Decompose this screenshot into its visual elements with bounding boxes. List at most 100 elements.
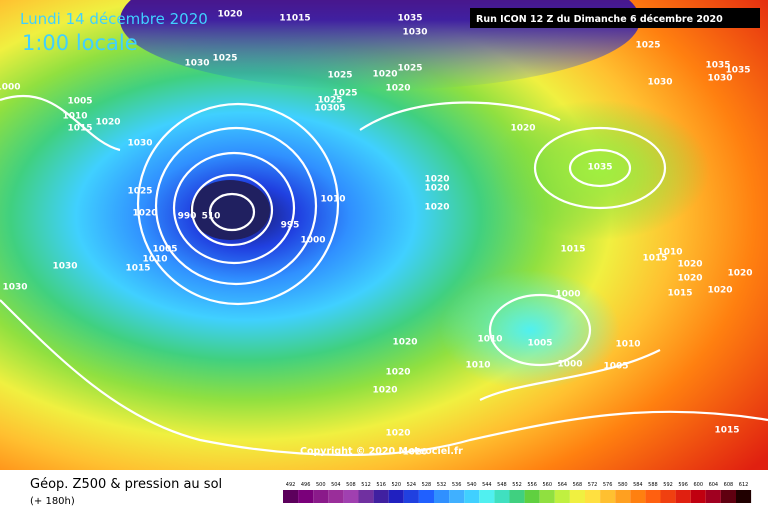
scale-swatch xyxy=(509,490,525,503)
scale-label: 576 xyxy=(603,482,613,488)
scale-label: 600 xyxy=(693,482,703,488)
isobar-label: 1020 xyxy=(132,209,157,219)
isobar-label: 1010 xyxy=(657,248,682,258)
lead-time: (+ 180h) xyxy=(30,496,75,507)
isobar-label: 990 xyxy=(178,212,197,222)
isobar-label: 1035 xyxy=(587,163,612,173)
isobar-label: 1015 xyxy=(667,289,692,299)
scale-swatch xyxy=(479,490,495,503)
isobar-label: 1020 xyxy=(217,10,242,20)
scale-label: 564 xyxy=(558,482,568,488)
scale-swatch xyxy=(328,490,344,503)
scale-label: 612 xyxy=(739,482,749,488)
scale-label: 556 xyxy=(527,482,537,488)
run-label: Run ICON 12 Z du Dimanche 6 décembre 202… xyxy=(476,14,723,25)
run-box xyxy=(470,8,760,28)
isobar xyxy=(533,126,667,210)
isobar-label: 1020 xyxy=(372,70,397,80)
scale-swatch xyxy=(630,490,646,503)
scale-label: 496 xyxy=(301,482,311,488)
scale-swatch xyxy=(494,490,510,503)
scale-swatch xyxy=(418,490,434,503)
isobar-label: 1015 xyxy=(125,264,150,274)
isobar-label: 1020 xyxy=(95,118,120,128)
isobar-label: 1005 xyxy=(67,97,92,107)
isobar-label: 1030 xyxy=(707,74,732,84)
copyright: Copyright © 2020 Meteociel.fr xyxy=(300,446,463,457)
date-label: Lundi 14 décembre 2020 xyxy=(20,10,208,28)
isobar-label: 1030 xyxy=(647,78,672,88)
scale-label: 592 xyxy=(663,482,673,488)
isobar-label: 1030 xyxy=(2,283,27,293)
scale-swatch xyxy=(298,490,314,503)
scale-label: 524 xyxy=(407,482,417,488)
isobar-label: 1020 xyxy=(424,184,449,194)
isobar-label: 1010 xyxy=(477,335,502,345)
cut-off-low xyxy=(440,270,620,390)
isobar xyxy=(0,94,768,457)
scale-swatch xyxy=(554,490,570,503)
scale-swatch xyxy=(720,490,736,503)
scale-swatch xyxy=(283,490,299,503)
isobar xyxy=(136,102,340,306)
isobar-label: 1010 xyxy=(62,112,87,122)
isobar xyxy=(488,293,592,367)
isobar-label: 1020 xyxy=(424,203,449,213)
isobar-label: 1010 xyxy=(465,361,490,371)
isobar-label: 1020 xyxy=(385,368,410,378)
isobar-label: 1020 xyxy=(677,274,702,284)
isobar-label: 1030 xyxy=(127,139,152,149)
isobar-label: 10305 xyxy=(314,104,345,114)
scale-swatch xyxy=(539,490,555,503)
isobar xyxy=(190,173,274,247)
scale-swatch xyxy=(403,490,419,503)
scale-swatch xyxy=(585,490,601,503)
eastern-ridge xyxy=(490,100,710,240)
isobar-label: 1000 xyxy=(300,236,325,246)
isobars xyxy=(0,94,768,457)
scale-label: 516 xyxy=(376,482,386,488)
scale-label: 532 xyxy=(437,482,447,488)
scale-swatch xyxy=(569,490,585,503)
isobar-label: 1030 xyxy=(52,262,77,272)
color-scale: 492 496 500 504 508 512 516 520 524 528 532 536 540 5… xyxy=(283,482,752,503)
scale-label: 560 xyxy=(542,482,552,488)
isobar-label: 1020 xyxy=(372,386,397,396)
scale-label: 572 xyxy=(588,482,598,488)
isobar-label: 1035 xyxy=(397,14,422,24)
scale-swatch xyxy=(600,490,616,503)
isobar-label: 1005 xyxy=(152,245,177,255)
isobar-label: 1025 xyxy=(397,64,422,74)
isobar-label: 1020 xyxy=(385,84,410,94)
footer-title: Géop. Z500 & pression au sol xyxy=(30,477,222,492)
scale-swatch xyxy=(358,490,374,503)
low-core xyxy=(190,180,270,240)
isobar-label: 1015 xyxy=(67,124,92,134)
isobar-label: 1000 xyxy=(557,360,582,370)
isobar-label: 1030 xyxy=(402,28,427,38)
isobar-label: 510 xyxy=(202,212,221,222)
isobar-label: 1015 xyxy=(714,426,739,436)
scale-label: 512 xyxy=(361,482,371,488)
scale-swatch xyxy=(675,490,691,503)
scale-label: 588 xyxy=(648,482,658,488)
scale-swatch xyxy=(660,490,676,503)
scale-swatch xyxy=(615,490,631,503)
scale-label: 568 xyxy=(573,482,583,488)
scale-swatch xyxy=(373,490,389,503)
isobar-label: 1025 xyxy=(317,96,342,106)
scale-swatch xyxy=(690,490,706,503)
scale-swatch xyxy=(313,490,329,503)
isobar-label: 1010 xyxy=(320,195,345,205)
scale-swatch xyxy=(434,490,450,503)
isobar-label: 1020 xyxy=(707,286,732,296)
scale-label: 548 xyxy=(497,482,507,488)
isobar xyxy=(568,148,632,188)
isobar-label: 1025 xyxy=(127,187,152,197)
scale-swatch xyxy=(464,490,480,503)
isobar-label: 1010 xyxy=(615,340,640,350)
isobar-label: 1020 xyxy=(510,124,535,134)
scale-label: 608 xyxy=(724,482,734,488)
